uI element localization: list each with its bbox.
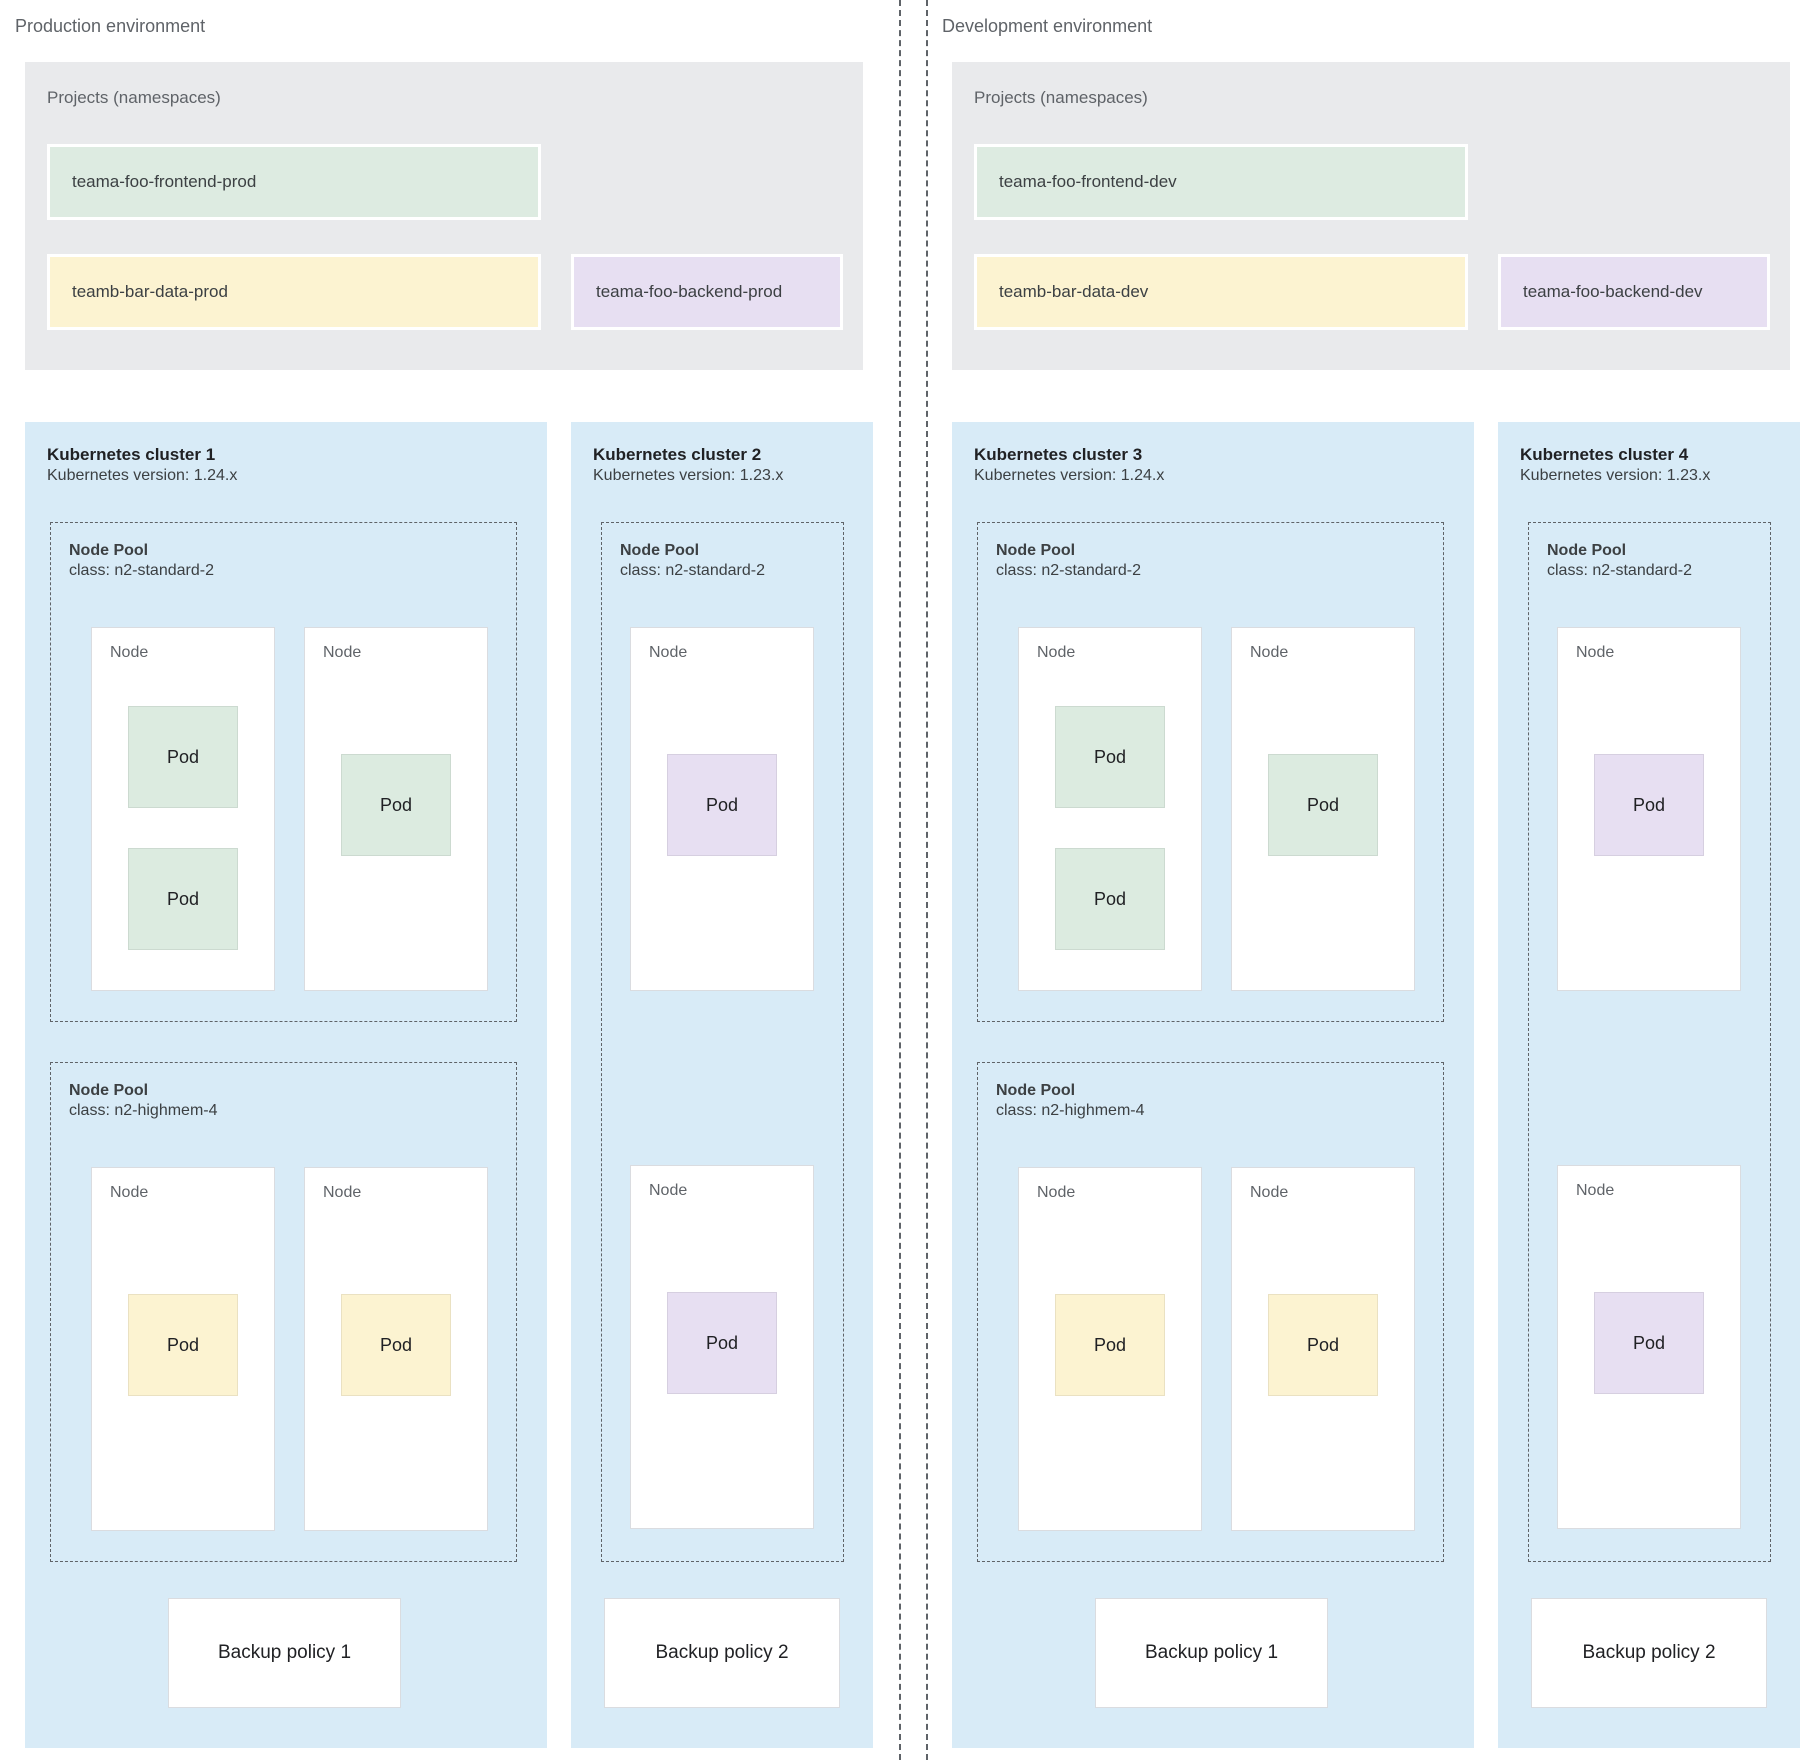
- node-pool-class: class: n2-standard-2: [1547, 562, 1692, 579]
- node-pool-title: Node Pool: [996, 1082, 1076, 1099]
- node-pool: Node Pool class: n2-highmem-4 Node Pod N…: [50, 1062, 517, 1562]
- node-pool-class: class: n2-standard-2: [620, 562, 765, 579]
- node-label: Node: [1250, 644, 1289, 661]
- namespace-box-frontend: teama-foo-frontend-dev: [974, 144, 1468, 220]
- pod: Pod: [128, 848, 238, 950]
- node-label: Node: [1037, 644, 1076, 661]
- pod: Pod: [128, 706, 238, 808]
- node-pool-header: Node Pool class: n2-standard-2: [1547, 541, 1692, 581]
- node: Node Pod Pod: [1018, 627, 1202, 991]
- cluster-version: Kubernetes version: 1.23.x: [1520, 467, 1711, 484]
- production-environment: Production environment Projects (namespa…: [15, 0, 873, 1760]
- node-label: Node: [649, 644, 688, 661]
- node-pool-class: class: n2-standard-2: [69, 562, 214, 579]
- pod: Pod: [1055, 848, 1165, 950]
- node: Node Pod: [304, 627, 488, 991]
- node-pool-header: Node Pool class: n2-standard-2: [620, 541, 765, 581]
- projects-panel-title: Projects (namespaces): [974, 88, 1148, 107]
- node-label: Node: [323, 644, 362, 661]
- node-label: Node: [1037, 1184, 1076, 1201]
- pod: Pod: [1594, 754, 1704, 856]
- namespace-box-data: teamb-bar-data-prod: [47, 254, 541, 330]
- projects-namespaces-panel: Projects (namespaces) teama-foo-frontend…: [25, 62, 863, 370]
- node: Node Pod: [304, 1167, 488, 1531]
- node-pool-class: class: n2-highmem-4: [996, 1102, 1145, 1119]
- node-pool: Node Pool class: n2-standard-2 Node Pod …: [601, 522, 844, 1562]
- cluster-header: Kubernetes cluster 1 Kubernetes version:…: [47, 444, 237, 486]
- pod: Pod: [1268, 1294, 1378, 1396]
- pod: Pod: [1594, 1292, 1704, 1394]
- node-pool: Node Pool class: n2-standard-2 Node Pod …: [977, 522, 1444, 1022]
- node-pool-header: Node Pool class: n2-highmem-4: [996, 1081, 1145, 1121]
- node-label: Node: [1576, 1182, 1615, 1199]
- cluster-title: Kubernetes cluster 2: [593, 445, 762, 464]
- kubernetes-cluster-4: Kubernetes cluster 4 Kubernetes version:…: [1498, 422, 1800, 1748]
- pod: Pod: [128, 1294, 238, 1396]
- node-label: Node: [1576, 644, 1615, 661]
- node-pool-title: Node Pool: [69, 542, 149, 559]
- namespace-box-frontend: teama-foo-frontend-prod: [47, 144, 541, 220]
- cluster-header: Kubernetes cluster 3 Kubernetes version:…: [974, 444, 1164, 486]
- cluster-version: Kubernetes version: 1.24.x: [974, 467, 1165, 484]
- node-label: Node: [649, 1182, 688, 1199]
- node-pool-header: Node Pool class: n2-highmem-4: [69, 1081, 218, 1121]
- kubernetes-cluster-1: Kubernetes cluster 1 Kubernetes version:…: [25, 422, 547, 1748]
- node-pool-header: Node Pool class: n2-standard-2: [69, 541, 214, 581]
- node: Node Pod: [1018, 1167, 1202, 1531]
- development-environment: Development environment Projects (namesp…: [942, 0, 1800, 1760]
- backup-policy: Backup policy 1: [168, 1598, 401, 1708]
- backup-policy: Backup policy 2: [604, 1598, 840, 1708]
- cluster-version: Kubernetes version: 1.23.x: [593, 467, 784, 484]
- node: Node Pod: [1557, 627, 1741, 991]
- cluster-title: Kubernetes cluster 3: [974, 445, 1143, 464]
- environment-divider-line: [926, 0, 928, 1760]
- node: Node Pod: [1231, 627, 1415, 991]
- cluster-header: Kubernetes cluster 2 Kubernetes version:…: [593, 444, 783, 486]
- namespace-box-backend: teama-foo-backend-prod: [571, 254, 843, 330]
- node-pool: Node Pool class: n2-standard-2 Node Pod …: [1528, 522, 1771, 1562]
- environment-label: Development environment: [942, 16, 1153, 36]
- cluster-header: Kubernetes cluster 4 Kubernetes version:…: [1520, 444, 1710, 486]
- backup-policy: Backup policy 1: [1095, 1598, 1328, 1708]
- node-label: Node: [1250, 1184, 1289, 1201]
- pod: Pod: [1055, 1294, 1165, 1396]
- node: Node Pod: [630, 627, 814, 991]
- node-pool: Node Pool class: n2-standard-2 Node Pod …: [50, 522, 517, 1022]
- cluster-version: Kubernetes version: 1.24.x: [47, 467, 238, 484]
- pod: Pod: [667, 754, 777, 856]
- node-pool-title: Node Pool: [620, 542, 700, 559]
- node-pool-header: Node Pool class: n2-standard-2: [996, 541, 1141, 581]
- kubernetes-cluster-2: Kubernetes cluster 2 Kubernetes version:…: [571, 422, 873, 1748]
- node-pool-class: class: n2-standard-2: [996, 562, 1141, 579]
- pod: Pod: [341, 1294, 451, 1396]
- pod: Pod: [1268, 754, 1378, 856]
- node: Node Pod: [1557, 1165, 1741, 1529]
- node-label: Node: [110, 644, 149, 661]
- node-label: Node: [323, 1184, 362, 1201]
- node: Node Pod Pod: [91, 627, 275, 991]
- node-pool-title: Node Pool: [996, 542, 1076, 559]
- environment-label: Production environment: [15, 16, 206, 36]
- kubernetes-cluster-3: Kubernetes cluster 3 Kubernetes version:…: [952, 422, 1474, 1748]
- namespace-box-backend: teama-foo-backend-dev: [1498, 254, 1770, 330]
- pod: Pod: [1055, 706, 1165, 808]
- node-pool-title: Node Pool: [1547, 542, 1627, 559]
- node-label: Node: [110, 1184, 149, 1201]
- cluster-title: Kubernetes cluster 4: [1520, 445, 1689, 464]
- node: Node Pod: [630, 1165, 814, 1529]
- cluster-title: Kubernetes cluster 1: [47, 445, 216, 464]
- node: Node Pod: [1231, 1167, 1415, 1531]
- namespace-box-data: teamb-bar-data-dev: [974, 254, 1468, 330]
- backup-policy: Backup policy 2: [1531, 1598, 1767, 1708]
- node-pool-title: Node Pool: [69, 1082, 149, 1099]
- projects-panel-title: Projects (namespaces): [47, 88, 221, 107]
- projects-namespaces-panel: Projects (namespaces) teama-foo-frontend…: [952, 62, 1790, 370]
- environment-divider-line: [899, 0, 901, 1760]
- pod: Pod: [667, 1292, 777, 1394]
- node: Node Pod: [91, 1167, 275, 1531]
- pod: Pod: [341, 754, 451, 856]
- node-pool-class: class: n2-highmem-4: [69, 1102, 218, 1119]
- node-pool: Node Pool class: n2-highmem-4 Node Pod N…: [977, 1062, 1444, 1562]
